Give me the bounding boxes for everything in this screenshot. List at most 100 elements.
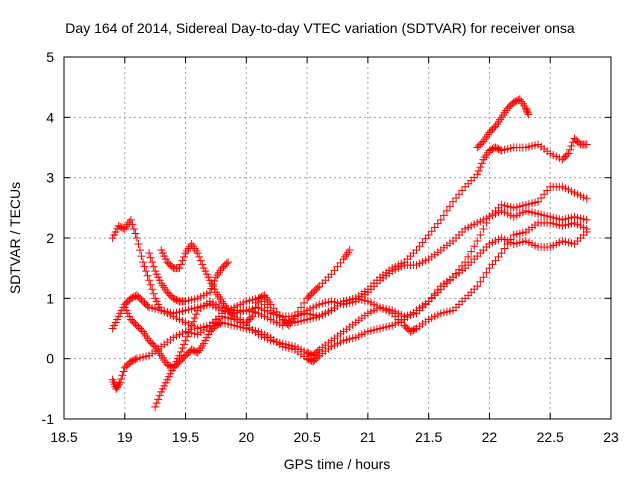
data-point xyxy=(474,166,483,175)
y-tick-label: 4 xyxy=(46,109,54,125)
data-point xyxy=(142,267,151,276)
data-point xyxy=(146,253,155,262)
data-point xyxy=(565,145,574,154)
data-point xyxy=(176,260,185,269)
data-point xyxy=(506,235,515,244)
data-point xyxy=(476,230,485,239)
data-point xyxy=(313,353,322,362)
data-point xyxy=(139,258,148,267)
data-point xyxy=(137,252,146,261)
data-point xyxy=(207,284,216,293)
data-point xyxy=(195,252,204,261)
y-axis-label: SDTVAR / TECUs xyxy=(7,182,23,294)
data-point xyxy=(115,380,124,389)
data-point xyxy=(145,276,154,285)
data-point xyxy=(175,264,184,273)
data-point xyxy=(523,108,532,117)
data-point xyxy=(134,240,143,249)
data-point xyxy=(582,140,591,149)
data-point xyxy=(148,285,157,294)
data-point xyxy=(192,310,201,319)
data-point xyxy=(148,258,157,267)
x-tick-label: 19 xyxy=(117,429,133,445)
data-point xyxy=(582,224,591,233)
series-s7 xyxy=(151,134,591,411)
data-point xyxy=(436,215,445,224)
data-point xyxy=(143,301,152,310)
y-tick-label: -1 xyxy=(42,411,55,427)
data-point xyxy=(119,367,128,376)
data-point xyxy=(473,282,482,291)
data-point xyxy=(151,402,160,411)
data-point xyxy=(464,252,473,261)
data-point xyxy=(300,298,309,307)
y-tick-labels: -1 0 1 2 3 4 5 xyxy=(42,49,55,427)
data-point xyxy=(135,246,144,255)
y-tick-label: 3 xyxy=(46,170,54,186)
data-point xyxy=(479,224,488,233)
data-point xyxy=(180,340,189,349)
data-point xyxy=(198,260,207,269)
y-tick-label: 5 xyxy=(46,49,54,65)
data-point xyxy=(470,242,479,251)
data-series xyxy=(108,95,591,411)
series-s8 xyxy=(473,95,533,152)
data-point xyxy=(461,258,470,267)
data-point xyxy=(190,313,199,322)
data-point xyxy=(118,371,127,380)
data-point xyxy=(503,240,512,249)
data-point xyxy=(246,313,255,322)
data-point xyxy=(184,329,193,338)
data-point xyxy=(500,244,509,253)
data-point xyxy=(208,280,217,289)
data-point xyxy=(410,325,419,334)
x-tick-label: 22 xyxy=(482,429,498,445)
data-point xyxy=(477,159,486,168)
data-point xyxy=(228,310,237,319)
data-point xyxy=(210,276,219,285)
x-tick-label: 21 xyxy=(360,429,376,445)
data-point xyxy=(479,273,488,282)
data-point xyxy=(582,215,591,224)
data-point xyxy=(442,206,451,215)
y-tick-label: 0 xyxy=(46,351,54,367)
data-point xyxy=(176,347,185,356)
data-point xyxy=(149,262,158,271)
data-point xyxy=(131,355,140,364)
data-point xyxy=(132,234,141,242)
data-point xyxy=(476,277,485,286)
x-axis-label: GPS time / hours xyxy=(284,456,391,472)
data-point xyxy=(196,256,205,265)
data-point xyxy=(178,256,187,265)
data-point xyxy=(482,268,491,277)
x-tick-label: 20 xyxy=(239,429,255,445)
data-point xyxy=(476,163,485,172)
data-point xyxy=(205,288,214,297)
y-tick-label: 2 xyxy=(46,230,54,246)
data-point xyxy=(175,351,184,360)
data-point xyxy=(524,110,533,119)
series-s2 xyxy=(108,206,591,333)
data-point xyxy=(189,317,198,326)
data-point xyxy=(439,211,448,220)
data-point xyxy=(562,151,571,160)
x-tick-labels: 18.5 19 19.5 20 20.5 21 21.5 22 22.5 23 xyxy=(50,429,619,445)
data-point xyxy=(143,271,152,280)
data-point xyxy=(145,249,154,258)
chart-title: Day 164 of 2014, Sidereal Day-to-day VTE… xyxy=(65,20,575,36)
data-point xyxy=(115,378,124,387)
ticks xyxy=(63,56,612,420)
data-point xyxy=(473,237,482,246)
data-point xyxy=(497,249,506,258)
series-s5 xyxy=(145,249,233,306)
x-tick-label: 21.5 xyxy=(415,429,442,445)
x-tick-label: 18.5 xyxy=(50,429,77,445)
data-point xyxy=(193,249,202,258)
data-point xyxy=(155,391,164,400)
x-tick-label: 23 xyxy=(603,429,619,445)
data-point xyxy=(345,246,354,255)
data-point xyxy=(313,283,322,292)
data-point xyxy=(186,325,195,334)
x-tick-label: 22.5 xyxy=(537,429,564,445)
data-point xyxy=(146,280,155,289)
